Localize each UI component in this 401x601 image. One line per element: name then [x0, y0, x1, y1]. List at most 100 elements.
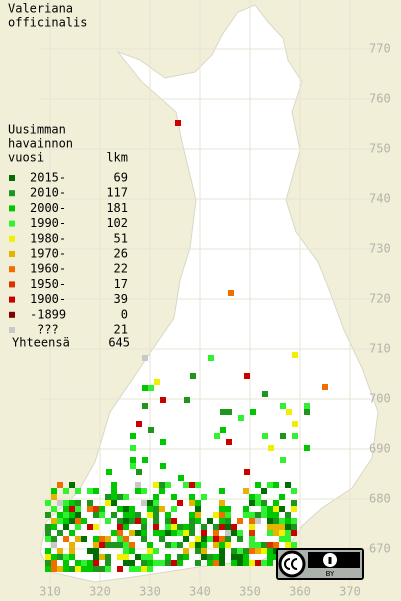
record-square — [225, 536, 231, 542]
record-square — [171, 530, 177, 536]
record-square — [63, 536, 69, 542]
record-square — [45, 566, 51, 572]
record-square — [195, 506, 201, 512]
record-square — [237, 536, 243, 542]
record-square — [195, 518, 201, 524]
record-square — [45, 512, 51, 518]
record-square — [87, 548, 93, 554]
record-square — [123, 512, 129, 518]
record-square — [105, 518, 111, 524]
record-square — [123, 518, 129, 524]
record-square — [75, 566, 81, 572]
record-square — [267, 548, 273, 554]
record-square — [142, 385, 148, 391]
record-square — [195, 512, 201, 518]
legend-label: 1900- — [30, 292, 66, 306]
record-square — [304, 409, 310, 415]
legend-swatch — [9, 251, 15, 257]
record-square — [273, 530, 279, 536]
record-square — [148, 385, 154, 391]
legend-header: vuosi — [8, 151, 44, 165]
legend-count: 181 — [106, 201, 128, 215]
record-square — [171, 518, 177, 524]
record-square — [142, 457, 148, 463]
record-square — [273, 500, 279, 506]
y-label: 770 — [369, 42, 391, 56]
record-square — [195, 542, 201, 548]
record-square — [219, 542, 225, 548]
record-square — [148, 427, 154, 433]
x-label: 350 — [239, 585, 261, 599]
record-square — [111, 512, 117, 518]
legend-count: 117 — [106, 186, 128, 200]
record-square — [105, 560, 111, 566]
record-square — [304, 445, 310, 451]
record-square — [291, 542, 297, 548]
legend-swatch — [9, 235, 15, 242]
record-square — [208, 355, 214, 361]
record-square — [213, 536, 219, 542]
record-square — [219, 488, 225, 494]
legend-swatch — [9, 281, 15, 288]
record-square — [63, 488, 69, 494]
record-square — [63, 500, 69, 506]
record-square — [279, 494, 285, 500]
record-square — [45, 530, 51, 536]
record-square — [93, 488, 99, 494]
record-square — [261, 506, 267, 512]
record-square — [201, 524, 207, 530]
legend-count: 17 — [114, 277, 128, 291]
record-square — [136, 421, 142, 427]
record-square — [63, 554, 69, 560]
record-square — [111, 482, 117, 488]
record-square — [243, 548, 249, 554]
record-square — [135, 566, 141, 572]
y-label: 670 — [369, 542, 391, 556]
record-square — [249, 512, 255, 518]
record-square — [249, 548, 255, 554]
record-square — [183, 482, 189, 488]
record-square — [63, 506, 69, 512]
record-square — [45, 524, 51, 530]
record-square — [237, 530, 243, 536]
record-square — [123, 494, 129, 500]
record-square — [244, 469, 250, 475]
legend-label: 1970- — [30, 247, 66, 261]
record-square — [219, 518, 225, 524]
record-square — [213, 530, 219, 536]
record-square — [51, 518, 57, 524]
record-square — [292, 433, 298, 439]
legend-swatch — [9, 296, 15, 303]
record-square — [273, 512, 279, 518]
record-square — [249, 524, 255, 530]
x-label: 320 — [89, 585, 111, 599]
record-square — [219, 512, 225, 518]
record-square — [249, 500, 255, 506]
record-square — [285, 518, 291, 524]
record-square — [75, 506, 81, 512]
legend-count: 69 — [114, 171, 128, 185]
record-square — [171, 494, 177, 500]
record-square — [255, 542, 261, 548]
record-square — [99, 506, 105, 512]
y-label: 740 — [369, 192, 391, 206]
record-square — [183, 554, 189, 560]
record-square — [273, 524, 279, 530]
record-square — [57, 530, 63, 536]
record-square — [111, 494, 117, 500]
record-square — [136, 469, 142, 475]
record-square — [147, 542, 153, 548]
record-square — [153, 524, 159, 530]
record-square — [207, 560, 213, 566]
record-square — [207, 554, 213, 560]
record-square — [178, 475, 184, 481]
record-square — [57, 518, 63, 524]
record-square — [135, 512, 141, 518]
record-square — [189, 512, 195, 518]
record-square — [280, 433, 286, 439]
record-square — [141, 518, 147, 524]
record-square — [51, 560, 57, 566]
legend-swatch — [9, 327, 15, 333]
